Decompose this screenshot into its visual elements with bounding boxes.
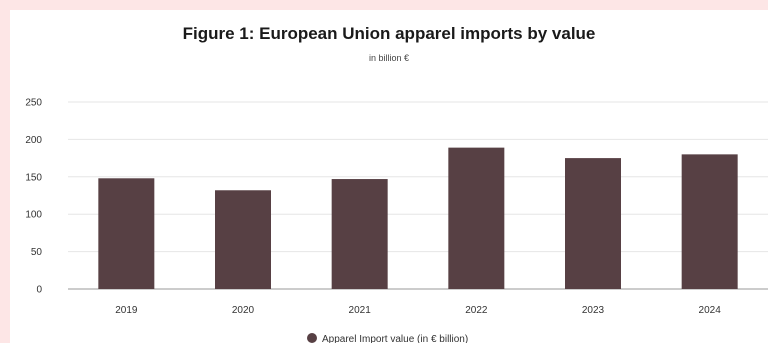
x-tick-label: 2019: [115, 305, 138, 316]
x-tick-label: 2021: [349, 305, 372, 316]
x-tick-label: 2022: [465, 305, 488, 316]
bar-2022: [448, 147, 505, 289]
bar-chart: 0 50 100 150 200 250 2019 2020 2021 2022 2023 2024 A…: [25, 98, 768, 343]
bar-2024: [681, 154, 738, 289]
bar-2023: [565, 158, 621, 289]
bar-2019: [98, 178, 155, 289]
legend-marker: [307, 333, 317, 343]
y-tick-label: 200: [25, 135, 42, 146]
x-tick-label: 2020: [232, 305, 255, 316]
chart-title: Figure 1: European Union apparel imports…: [182, 24, 596, 43]
y-tick-label: 0: [36, 285, 42, 296]
bar-2020: [215, 190, 271, 289]
y-tick-label: 50: [31, 247, 43, 258]
x-tick-label: 2024: [699, 305, 722, 316]
y-tick-label: 150: [25, 172, 42, 183]
bar-2021: [331, 179, 388, 289]
y-tick-label: 100: [25, 210, 42, 221]
x-tick-label: 2023: [582, 305, 605, 316]
y-tick-label: 250: [25, 98, 42, 109]
legend-label: Apparel Import value (in € billion): [322, 334, 468, 343]
chart-card: Figure 1: European Union apparel imports…: [10, 10, 768, 343]
chart-subtitle: in billion €: [368, 53, 410, 63]
